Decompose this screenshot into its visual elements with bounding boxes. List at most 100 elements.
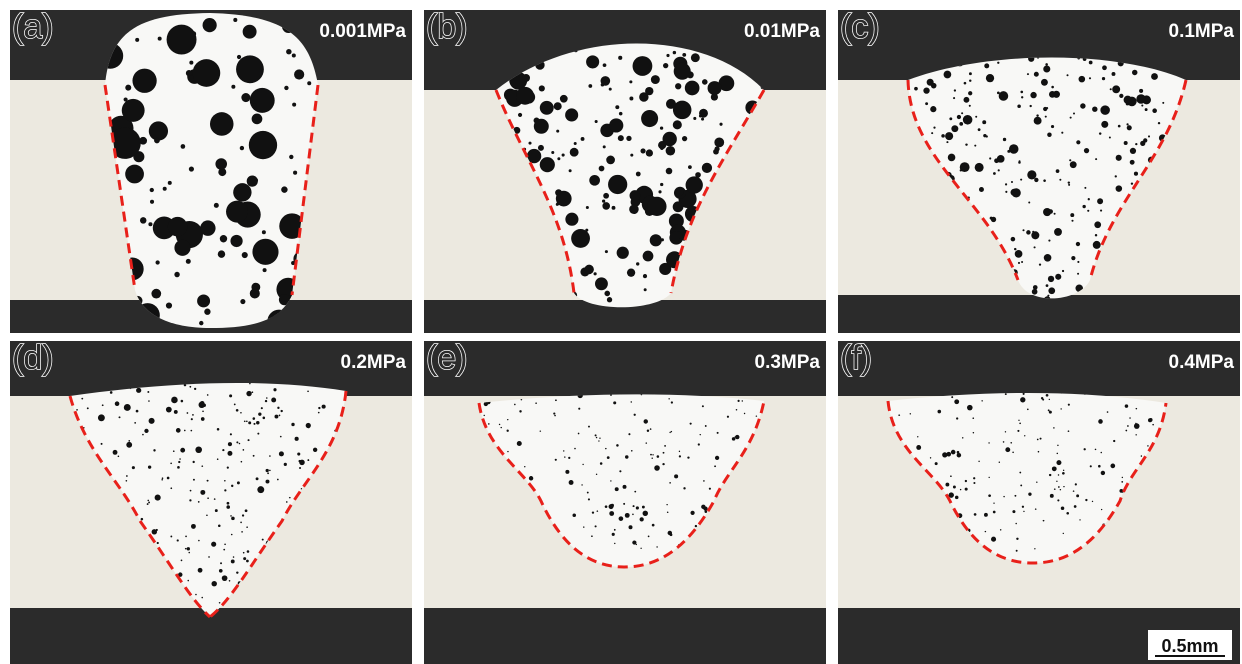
pore [1034, 72, 1039, 77]
pore [615, 105, 619, 109]
pore [1061, 132, 1063, 134]
figure: (a)0.001MPa(b)0.01MPa(c)0.1MPa(d)0.2MPa(… [0, 0, 1242, 664]
pore [1135, 143, 1137, 145]
pore [998, 169, 1000, 171]
pore [898, 414, 900, 416]
pore [959, 122, 963, 126]
pore [156, 260, 160, 264]
pore [948, 154, 956, 162]
pore [981, 400, 982, 401]
pore [666, 168, 673, 175]
pore [299, 467, 301, 469]
pore [102, 404, 104, 406]
pore [661, 238, 664, 241]
pore [200, 490, 205, 495]
pore [1005, 393, 1007, 395]
pore [1014, 248, 1016, 250]
pore [201, 465, 203, 467]
pore [625, 455, 628, 458]
pore [625, 513, 630, 518]
pore [1116, 155, 1122, 161]
pore [560, 95, 568, 103]
pore [1076, 494, 1079, 497]
pore [636, 506, 639, 509]
pore [171, 397, 178, 404]
pore [1063, 533, 1064, 534]
pore [623, 503, 625, 505]
pore [582, 464, 583, 465]
pore [509, 80, 512, 83]
pore [984, 513, 988, 517]
pore [242, 252, 248, 258]
pore [1085, 499, 1087, 501]
pore [957, 115, 961, 119]
pore [744, 413, 745, 414]
pore [1048, 287, 1055, 294]
pore [222, 575, 228, 581]
panel-content [838, 341, 1240, 664]
pore [1069, 159, 1071, 161]
pore [923, 87, 929, 93]
pore [963, 115, 973, 125]
pore [999, 462, 1000, 463]
pore [147, 500, 149, 502]
pore [669, 231, 683, 245]
pore [528, 142, 531, 145]
pore [1063, 486, 1064, 487]
pore [190, 490, 192, 492]
pore [623, 485, 627, 489]
pore [203, 18, 217, 32]
pore [308, 427, 310, 429]
pore [148, 465, 151, 468]
pore [1012, 452, 1014, 454]
pore [236, 571, 238, 573]
pore [648, 535, 650, 537]
pore [1152, 108, 1157, 113]
pore [148, 400, 150, 402]
pore [1112, 72, 1116, 76]
pore [588, 426, 590, 428]
pore [295, 437, 299, 441]
pore [181, 144, 186, 149]
pore [247, 176, 258, 187]
pore [604, 291, 610, 297]
pore [634, 414, 636, 416]
pore [266, 397, 268, 399]
pore [618, 56, 622, 60]
pore [1056, 169, 1060, 173]
pore [1037, 439, 1039, 441]
pore [553, 412, 555, 414]
pore [1060, 489, 1061, 490]
pore [683, 487, 685, 489]
pore [230, 235, 242, 247]
pore [231, 559, 235, 563]
pore [150, 188, 154, 192]
pore [217, 428, 220, 431]
pore [1158, 122, 1160, 124]
pore [262, 230, 266, 234]
pore [596, 437, 597, 438]
pore [1074, 505, 1077, 508]
pore [650, 234, 662, 246]
pore [1036, 481, 1037, 482]
pore [742, 400, 743, 401]
pore [1005, 431, 1006, 432]
pore [195, 594, 197, 596]
pore [984, 63, 989, 68]
pore [663, 63, 668, 68]
pore [930, 457, 931, 458]
pore [597, 510, 599, 512]
pore [1084, 448, 1086, 450]
pore [294, 69, 304, 79]
pressure-label: 0.3MPa [755, 352, 821, 373]
pore [1068, 184, 1070, 186]
pore [988, 442, 989, 443]
pore [228, 442, 232, 446]
pore [269, 470, 271, 472]
pore [930, 106, 936, 112]
pore [233, 556, 235, 558]
pore [914, 87, 918, 91]
pore [170, 463, 172, 465]
pore [1125, 404, 1128, 407]
pore [1030, 92, 1036, 98]
